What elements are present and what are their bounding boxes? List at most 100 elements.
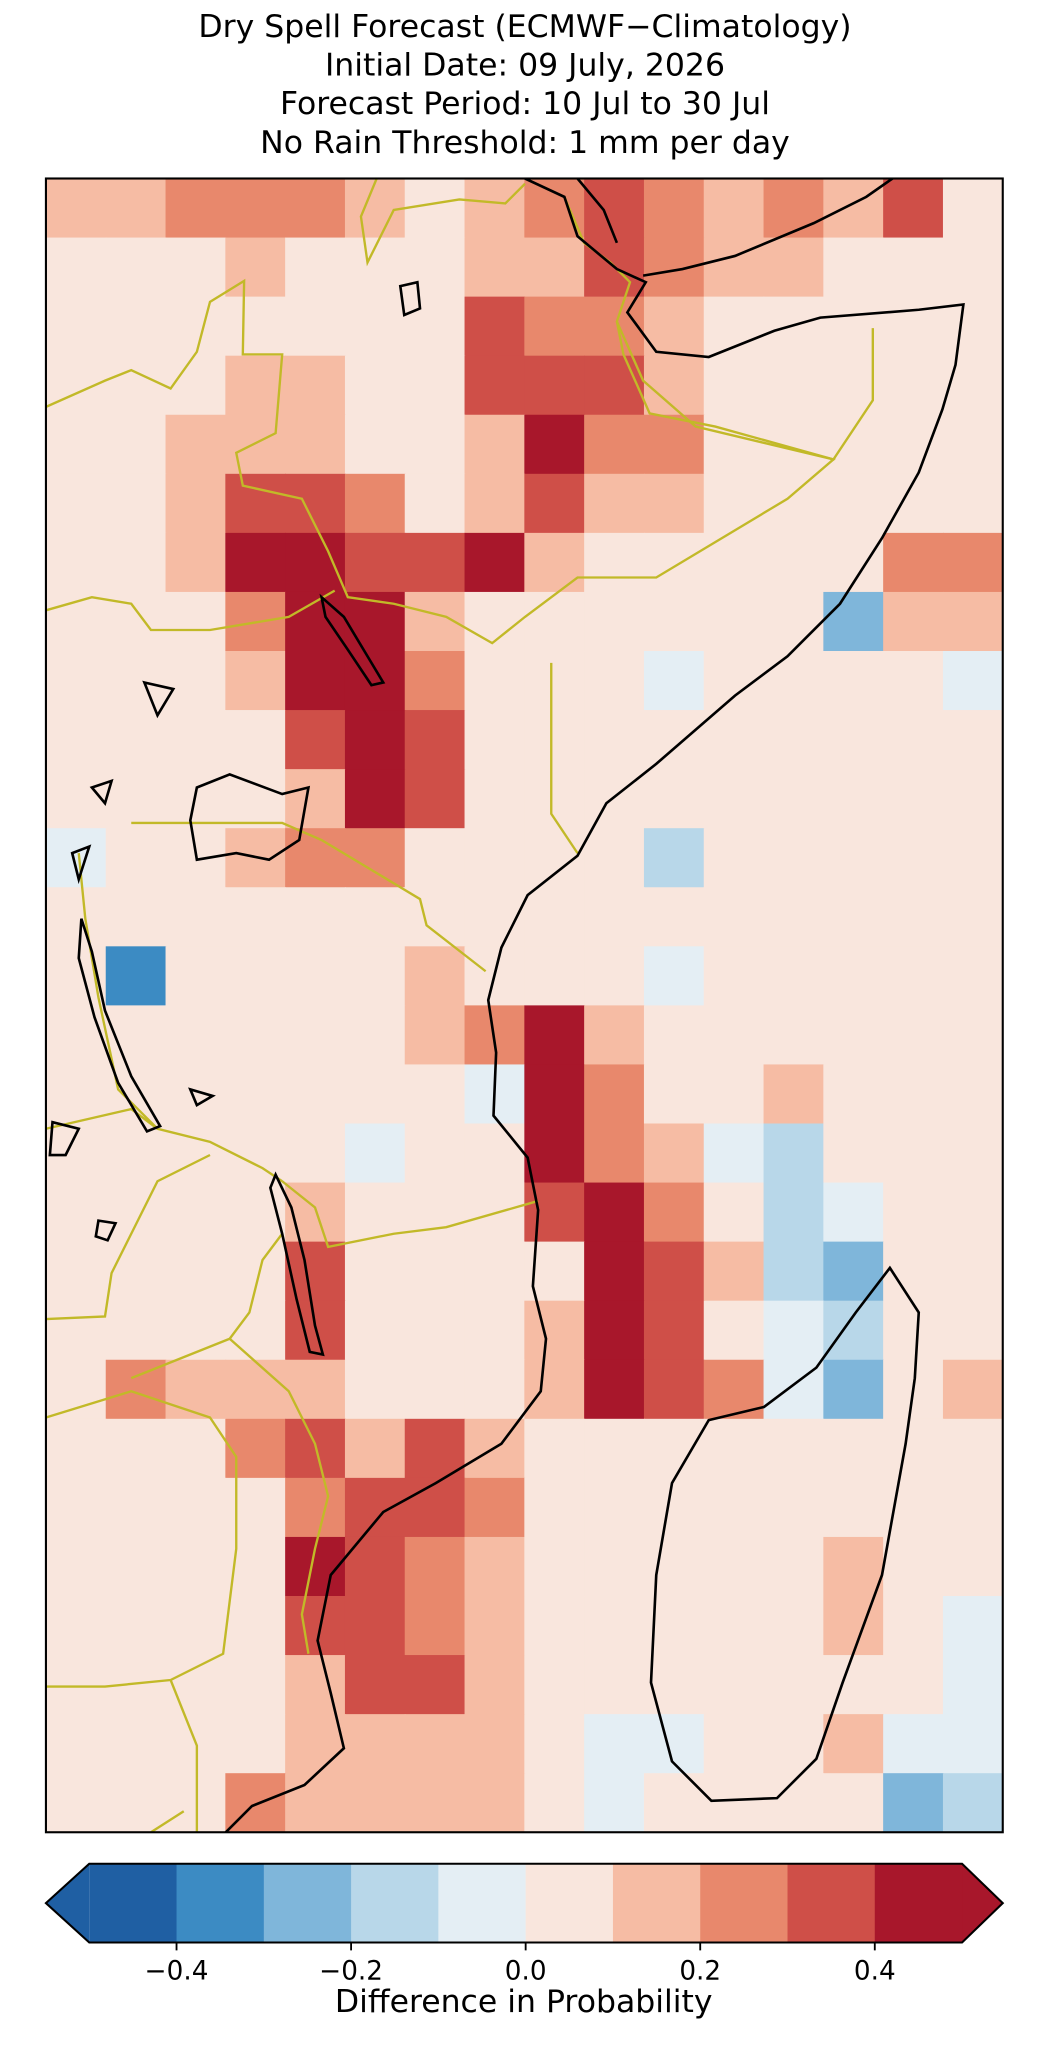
grid-cell	[823, 1596, 884, 1656]
grid-cell	[823, 1655, 884, 1715]
grid-cell	[105, 296, 167, 357]
grid-cell	[643, 769, 705, 829]
grid-cell	[524, 1064, 585, 1125]
grid-cell	[344, 414, 406, 475]
grid-cell	[464, 1477, 526, 1538]
grid-cell	[524, 710, 585, 770]
grid-cell	[584, 651, 645, 711]
grid-cell	[524, 1005, 585, 1066]
grid-cell	[105, 1418, 167, 1479]
grid-cell	[344, 1418, 406, 1479]
grid-cell	[524, 651, 585, 711]
grid-cell	[165, 1300, 227, 1361]
grid-cell	[643, 1773, 705, 1833]
border	[550, 662, 579, 854]
grid-cell	[883, 414, 944, 475]
grid-cell	[823, 1182, 884, 1243]
grid-cell	[524, 1123, 585, 1184]
grid-cell	[703, 1536, 765, 1597]
grid-cell	[703, 1596, 765, 1656]
grid-cell	[45, 1064, 107, 1125]
grid-cell	[524, 1300, 585, 1361]
grid-cell	[404, 1714, 466, 1774]
colorbar: −0.4 −0.2 0.0 0.2 0.4 Difference in Probabili…	[44, 1862, 1005, 2020]
grid-cell	[883, 828, 944, 889]
grid-cell	[225, 1714, 286, 1774]
grid-cell	[165, 651, 227, 711]
grid-cell	[344, 532, 406, 593]
grid-cell	[883, 178, 944, 239]
colorbar-segment	[89, 1863, 178, 1943]
grid-cell	[344, 473, 406, 534]
grid-cell	[344, 1655, 406, 1715]
grid-cell	[404, 710, 466, 770]
grid-cell	[643, 1477, 705, 1538]
grid-cell	[45, 237, 107, 298]
grid-cell	[464, 887, 526, 948]
grid-cell	[703, 1064, 765, 1125]
grid-cell	[165, 1241, 227, 1302]
grid-cell	[344, 178, 406, 239]
colorbar-segment	[874, 1863, 963, 1943]
grid-cell	[883, 651, 944, 711]
grid-cell	[942, 946, 1003, 1007]
grid-cell	[584, 591, 645, 652]
grid-cell	[225, 532, 286, 593]
grid-cell	[464, 1714, 526, 1774]
grid-cell	[285, 296, 346, 357]
grid-cell	[225, 178, 286, 239]
grid-cell	[464, 1655, 526, 1715]
grid-cell	[584, 1536, 645, 1597]
grid-cell	[285, 1005, 346, 1066]
grid-cell	[823, 1241, 884, 1302]
colorbar-segment	[351, 1863, 440, 1943]
grid-cell	[763, 828, 825, 889]
grid-cell	[225, 1477, 286, 1538]
grid-cell	[45, 1477, 107, 1538]
grid-cell	[942, 1123, 1003, 1184]
grid-cell	[225, 651, 286, 711]
grid-cell	[45, 473, 107, 534]
grid-cell	[404, 355, 466, 416]
colorbar-segment	[176, 1863, 265, 1943]
grid-cell	[45, 828, 107, 889]
grid-cell	[823, 1005, 884, 1066]
grid-cell	[883, 1300, 944, 1361]
grid-cell	[883, 1596, 944, 1656]
border	[77, 853, 283, 1183]
grid-cell	[823, 1064, 884, 1125]
grid-cell	[285, 532, 346, 593]
grid-cell	[105, 1714, 167, 1774]
grid-cell	[703, 1123, 765, 1184]
grid-cell	[584, 1418, 645, 1479]
coastlines	[48, 178, 965, 1833]
grid-cell	[823, 651, 884, 711]
grid-cell	[344, 1477, 406, 1538]
border	[169, 1679, 199, 1833]
lake	[188, 772, 311, 862]
grid-cell	[105, 414, 167, 475]
grid-cell	[823, 355, 884, 416]
colorbar-segment	[263, 1863, 352, 1943]
grid-cell	[45, 296, 107, 357]
grid-cell	[524, 414, 585, 475]
colorbar-segment	[700, 1863, 789, 1943]
grid-cell	[823, 710, 884, 770]
grid-cell	[883, 532, 944, 593]
grid-cell	[524, 1596, 585, 1656]
grid-cell	[404, 1123, 466, 1184]
grid-cell	[942, 651, 1003, 711]
colorbar-outline	[44, 1862, 1005, 1944]
grid-cell	[105, 355, 167, 416]
lake	[398, 280, 422, 317]
grid-cell	[763, 1536, 825, 1597]
grid-cell	[942, 237, 1003, 298]
lake	[70, 680, 176, 885]
grid-cell	[942, 591, 1003, 652]
grid-cell	[524, 473, 585, 534]
grid-cell	[703, 1182, 765, 1243]
grid-cell	[404, 1536, 466, 1597]
grid-cell	[105, 1182, 167, 1243]
grid-cell	[225, 1418, 286, 1479]
border	[45, 1390, 238, 1688]
